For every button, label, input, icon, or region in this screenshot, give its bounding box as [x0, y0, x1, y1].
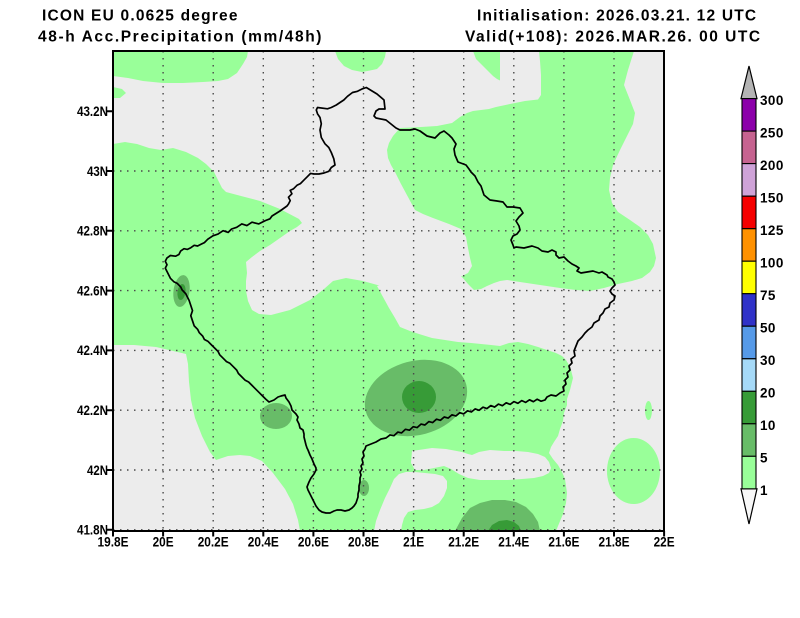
svg-text:20.2E: 20.2E [198, 535, 229, 550]
svg-text:21.8E: 21.8E [599, 535, 630, 550]
svg-text:1: 1 [760, 483, 768, 498]
svg-text:150: 150 [760, 191, 784, 206]
svg-text:30: 30 [760, 353, 776, 368]
svg-text:21E: 21E [403, 535, 424, 550]
svg-text:21.2E: 21.2E [448, 535, 479, 550]
svg-text:5: 5 [760, 451, 768, 466]
svg-text:42.8N: 42.8N [77, 224, 108, 239]
svg-text:41.8N: 41.8N [77, 523, 108, 538]
svg-text:250: 250 [760, 125, 784, 140]
svg-text:21.6E: 21.6E [548, 535, 579, 550]
svg-text:20: 20 [760, 386, 776, 401]
svg-text:48-h Acc.Precipitation (mm/48h: 48-h Acc.Precipitation (mm/48h) [38, 29, 323, 46]
svg-text:200: 200 [760, 158, 784, 173]
svg-text:300: 300 [760, 93, 784, 108]
svg-text:20.8E: 20.8E [348, 535, 379, 550]
svg-text:100: 100 [760, 256, 784, 271]
svg-text:43.2N: 43.2N [77, 104, 108, 119]
svg-text:Initialisation: 2026.03.21. 12: Initialisation: 2026.03.21. 12 UTC [477, 8, 757, 25]
svg-text:125: 125 [760, 223, 784, 238]
svg-text:43N: 43N [87, 164, 108, 179]
svg-text:21.4E: 21.4E [498, 535, 529, 550]
svg-text:20.4E: 20.4E [248, 535, 279, 550]
svg-text:75: 75 [760, 288, 776, 303]
svg-text:ICON EU 0.0625 degree: ICON EU 0.0625 degree [42, 8, 239, 25]
svg-text:42.2N: 42.2N [77, 403, 108, 418]
svg-text:50: 50 [760, 321, 776, 336]
svg-text:22E: 22E [654, 535, 675, 550]
svg-text:Valid(+108): 2026.MAR.26. 00 U: Valid(+108): 2026.MAR.26. 00 UTC [465, 29, 762, 46]
svg-text:42N: 42N [87, 463, 108, 478]
svg-text:20E: 20E [153, 535, 174, 550]
svg-text:10: 10 [760, 418, 776, 433]
svg-text:20.6E: 20.6E [298, 535, 329, 550]
svg-text:19.8E: 19.8E [98, 535, 129, 550]
svg-text:42.6N: 42.6N [77, 283, 108, 298]
svg-text:42.4N: 42.4N [77, 343, 108, 358]
